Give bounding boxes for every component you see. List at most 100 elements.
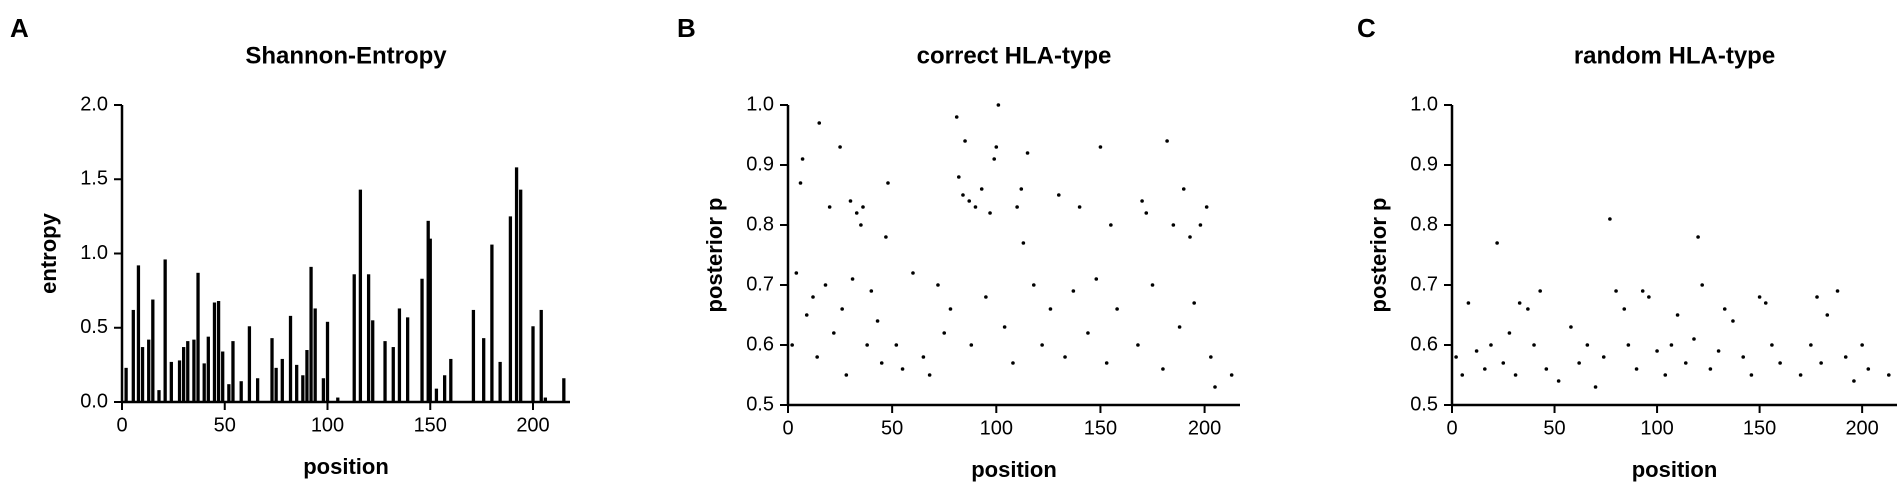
point bbox=[1708, 367, 1713, 371]
bar bbox=[508, 216, 513, 402]
point bbox=[1077, 205, 1082, 209]
point bbox=[994, 145, 999, 149]
chart-title: correct HLA-type bbox=[917, 42, 1112, 69]
point bbox=[1209, 355, 1213, 359]
y-tick-label: 1.0 bbox=[1410, 93, 1438, 115]
x-tick-label: 50 bbox=[214, 414, 236, 436]
point bbox=[1144, 211, 1149, 215]
bar bbox=[426, 220, 430, 402]
bar bbox=[157, 390, 161, 402]
point bbox=[1056, 193, 1061, 197]
bar bbox=[247, 326, 252, 402]
point bbox=[1741, 355, 1745, 359]
point bbox=[848, 199, 853, 203]
bar bbox=[543, 397, 547, 402]
point bbox=[1544, 367, 1549, 371]
point bbox=[1526, 307, 1530, 311]
point bbox=[1181, 187, 1186, 191]
panel-label: A bbox=[10, 13, 29, 43]
y-tick-label: 0.8 bbox=[1410, 213, 1438, 235]
point bbox=[1626, 343, 1631, 347]
y-tick-label: 2.0 bbox=[80, 93, 108, 115]
point bbox=[969, 343, 974, 347]
point bbox=[1150, 283, 1155, 287]
bar bbox=[305, 350, 309, 402]
point bbox=[1094, 277, 1099, 281]
y-tick-label: 1.0 bbox=[746, 93, 774, 115]
bar bbox=[321, 378, 326, 402]
point bbox=[1886, 373, 1891, 377]
point bbox=[1048, 307, 1053, 311]
y-tick-label: 0.6 bbox=[746, 333, 774, 355]
point bbox=[984, 295, 988, 299]
bar bbox=[227, 384, 231, 402]
bar bbox=[471, 309, 476, 402]
point bbox=[1757, 295, 1762, 299]
point bbox=[1866, 367, 1871, 371]
bar bbox=[206, 336, 210, 402]
point bbox=[996, 103, 1001, 107]
point bbox=[927, 373, 932, 377]
bar bbox=[490, 244, 494, 402]
bar bbox=[406, 317, 410, 402]
point bbox=[948, 307, 953, 311]
point bbox=[1071, 289, 1076, 293]
point bbox=[1622, 307, 1627, 311]
chart-title: random HLA-type bbox=[1574, 42, 1775, 69]
point bbox=[973, 205, 978, 209]
point bbox=[1716, 349, 1721, 353]
bar bbox=[352, 274, 356, 402]
bar bbox=[428, 238, 432, 402]
bar bbox=[514, 167, 519, 402]
point bbox=[911, 271, 915, 275]
point bbox=[1002, 325, 1007, 329]
point bbox=[804, 313, 809, 317]
point bbox=[1229, 373, 1234, 377]
point bbox=[811, 295, 815, 299]
x-tick-label: 100 bbox=[980, 417, 1013, 439]
point bbox=[1031, 283, 1036, 287]
bar bbox=[124, 367, 128, 402]
point bbox=[1104, 361, 1109, 365]
x-tick-label: 50 bbox=[1543, 417, 1565, 439]
point bbox=[1577, 361, 1581, 365]
point bbox=[1177, 325, 1182, 329]
point bbox=[1778, 361, 1782, 365]
point bbox=[1460, 373, 1465, 377]
point bbox=[1213, 385, 1217, 389]
point bbox=[1809, 343, 1813, 347]
panel-label: C bbox=[1357, 13, 1376, 43]
bar bbox=[182, 347, 186, 402]
point bbox=[1025, 151, 1030, 155]
x-tick-label: 100 bbox=[311, 414, 344, 436]
point bbox=[936, 283, 940, 287]
point bbox=[817, 121, 822, 125]
bar bbox=[539, 309, 543, 402]
point bbox=[1483, 367, 1487, 371]
point bbox=[844, 373, 849, 377]
point bbox=[823, 283, 828, 287]
bar bbox=[202, 363, 206, 402]
point bbox=[875, 319, 880, 323]
point bbox=[1593, 385, 1598, 389]
point bbox=[1556, 379, 1561, 383]
point bbox=[1683, 361, 1688, 365]
point bbox=[800, 157, 805, 161]
point bbox=[900, 367, 905, 371]
point bbox=[1835, 289, 1840, 293]
y-tick-label: 0.7 bbox=[746, 273, 774, 295]
point bbox=[1843, 355, 1848, 359]
bar bbox=[420, 278, 424, 402]
bar bbox=[325, 321, 330, 402]
point bbox=[988, 211, 992, 215]
point bbox=[1700, 283, 1704, 287]
bar bbox=[140, 347, 145, 402]
point bbox=[1663, 373, 1668, 377]
point bbox=[957, 175, 961, 179]
bar bbox=[371, 320, 375, 402]
point bbox=[1165, 139, 1169, 143]
point bbox=[1495, 241, 1499, 245]
point bbox=[1098, 145, 1103, 149]
bar bbox=[309, 266, 313, 402]
point bbox=[884, 235, 888, 239]
